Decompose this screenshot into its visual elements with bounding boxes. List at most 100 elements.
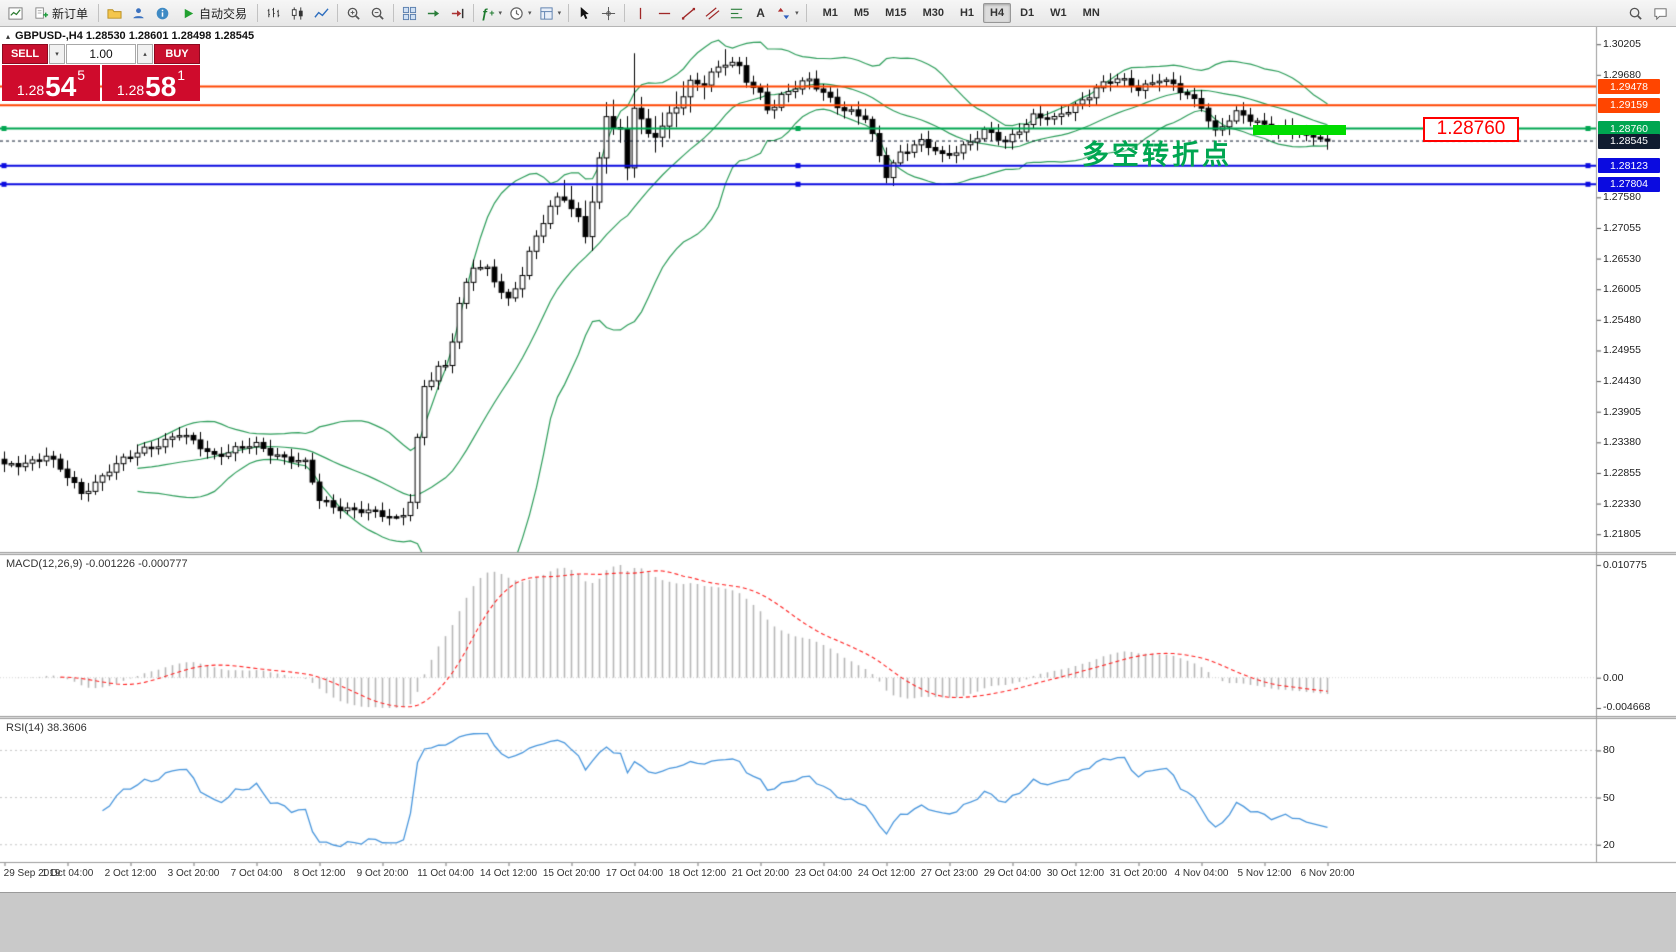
trendline-button[interactable] bbox=[677, 2, 700, 24]
price-tick-label: 1.26005 bbox=[1603, 283, 1641, 296]
fibonacci-button[interactable] bbox=[725, 2, 748, 24]
indicators-button[interactable]: ƒ + ▾ bbox=[478, 2, 505, 24]
template-icon bbox=[539, 6, 553, 20]
timeframe-button-m15[interactable]: M15 bbox=[885, 7, 907, 19]
volume-decrease-button[interactable]: ▾ bbox=[49, 44, 65, 64]
time-axis-label: 4 Nov 04:00 bbox=[1174, 868, 1229, 879]
time-axis-label: 31 Oct 20:00 bbox=[1109, 868, 1168, 879]
time-axis[interactable]: 29 Sep 2019 1 Oct 04:00 2 Oct 12:00 3 Oct 2… bbox=[0, 868, 1596, 884]
price-tick-label: 1.26530 bbox=[1603, 252, 1641, 265]
marker-price-box: 1.28123 bbox=[1598, 158, 1660, 174]
plus-icon: + bbox=[489, 8, 495, 18]
vertical-line-button[interactable] bbox=[629, 2, 652, 24]
chart-area: ▴ GBPUSD-,H4 1.28530 1.28601 1.28498 1.2… bbox=[0, 27, 1676, 892]
time-axis-label: 5 Nov 12:00 bbox=[1237, 868, 1292, 879]
chevron-down-icon: ▾ bbox=[528, 10, 532, 17]
volume-increase-button[interactable]: ▴ bbox=[137, 44, 153, 64]
price-tick-label: 1.25480 bbox=[1603, 313, 1641, 326]
price-tick-label: 1.22330 bbox=[1603, 497, 1641, 510]
chart-shift-icon bbox=[451, 8, 464, 18]
chart-shift-button[interactable] bbox=[446, 2, 469, 24]
autotrade-play-icon bbox=[184, 8, 194, 18]
toolbar-separator bbox=[568, 4, 570, 22]
chart-annotation-text[interactable]: 多空转折点 bbox=[1082, 140, 1232, 170]
sell-price-prefix: 1.28 bbox=[16, 81, 45, 98]
marker-price-box: 1.29159 bbox=[1598, 97, 1660, 113]
autotrade-button[interactable]: 自动交易 bbox=[175, 2, 253, 24]
chat-button[interactable] bbox=[1649, 2, 1672, 24]
navigator-button[interactable] bbox=[151, 2, 174, 24]
cursor-button[interactable] bbox=[573, 2, 596, 24]
symbol-ohlc-text: GBPUSD-,H4 1.28530 1.28601 1.28498 1.285… bbox=[15, 30, 255, 42]
data-window-button[interactable] bbox=[127, 2, 150, 24]
macd-axis-max-label: 0.010775 bbox=[1603, 559, 1647, 571]
price-callout-label[interactable]: 1.28760 bbox=[1423, 116, 1519, 142]
highlight-rectangle-object[interactable] bbox=[1253, 124, 1346, 135]
time-axis-label: 2 Oct 12:00 bbox=[104, 868, 157, 879]
chart-window-icon[interactable] bbox=[4, 2, 27, 24]
text-tool-button[interactable]: A bbox=[749, 2, 772, 24]
chevron-down-icon: ▾ bbox=[498, 10, 503, 17]
new-order-button[interactable]: 新订单 bbox=[28, 2, 94, 24]
toolbar-separator bbox=[473, 4, 475, 22]
candlestick-chart-button[interactable] bbox=[286, 2, 309, 24]
time-axis-label: 1 Oct 04:00 bbox=[41, 868, 94, 879]
market-watch-button[interactable] bbox=[103, 2, 126, 24]
chevron-down-icon: ▾ bbox=[795, 10, 799, 17]
time-axis-label: 29 Sep 2019 bbox=[3, 868, 61, 879]
time-axis-label: 21 Oct 20:00 bbox=[731, 868, 790, 879]
marker-price-box: 1.29478 bbox=[1598, 79, 1660, 95]
toolbar-separator bbox=[393, 4, 395, 22]
timeframe-button-d1[interactable]: D1 bbox=[1020, 7, 1035, 19]
line-chart-button[interactable] bbox=[310, 2, 333, 24]
line-chart-icon bbox=[314, 7, 329, 18]
zoom-out-icon bbox=[371, 7, 384, 20]
timeframe-button-m1[interactable]: M1 bbox=[822, 7, 838, 19]
timeframe-button-m5[interactable]: M5 bbox=[853, 7, 870, 19]
toolbar-separator bbox=[337, 4, 339, 22]
macd-indicator-header: MACD(12,26,9) -0.001226 -0.000777 bbox=[6, 558, 188, 570]
zoom-out-button[interactable] bbox=[366, 2, 389, 24]
zoom-in-button[interactable] bbox=[342, 2, 365, 24]
search-button[interactable] bbox=[1624, 2, 1647, 24]
one-click-trading-panel: SELL ▾ ▴ BUY 1.28 54 5 1.28 58 1 bbox=[2, 44, 200, 101]
sell-button[interactable]: SELL bbox=[2, 44, 48, 64]
rsi-level-label: 20 bbox=[1603, 838, 1615, 851]
cursor-icon bbox=[580, 6, 589, 19]
price-tick-label: 1.21805 bbox=[1603, 528, 1641, 541]
timeframe-button-m30[interactable]: M30 bbox=[922, 7, 944, 19]
arrow-tools-button[interactable]: ▾ bbox=[773, 2, 802, 24]
buy-button[interactable]: BUY bbox=[154, 44, 200, 64]
sell-price-display[interactable]: 1.28 54 5 bbox=[2, 65, 100, 101]
time-axis-label: 9 Oct 20:00 bbox=[356, 868, 409, 879]
bar-chart-button[interactable] bbox=[262, 2, 285, 24]
collapse-icon[interactable]: ▴ bbox=[6, 31, 11, 41]
time-axis-label: 7 Oct 04:00 bbox=[230, 868, 283, 879]
price-tick-label: 1.23905 bbox=[1603, 405, 1641, 418]
templates-button[interactable]: ▾ bbox=[536, 2, 565, 24]
buy-price-display[interactable]: 1.28 58 1 bbox=[102, 65, 200, 101]
horizontal-line-button[interactable] bbox=[653, 2, 676, 24]
toolbar-separator bbox=[257, 4, 259, 22]
time-axis-label: 18 Oct 12:00 bbox=[668, 868, 727, 879]
trendline-icon bbox=[682, 7, 696, 20]
search-icon bbox=[1629, 7, 1642, 20]
volume-input[interactable] bbox=[66, 44, 136, 64]
auto-scroll-button[interactable] bbox=[422, 2, 445, 24]
timeframe-button-mn[interactable]: MN bbox=[1082, 7, 1100, 19]
chart-canvas[interactable] bbox=[0, 27, 1676, 892]
new-order-label: 新订单 bbox=[52, 6, 89, 21]
tile-windows-button[interactable] bbox=[398, 2, 421, 24]
timeframe-button-h1[interactable]: H1 bbox=[959, 7, 975, 19]
arrow-tools-icon bbox=[777, 7, 790, 19]
toolbar-separator bbox=[624, 4, 626, 22]
periods-button[interactable]: ▾ bbox=[506, 2, 535, 24]
equidistant-channel-button[interactable] bbox=[701, 2, 724, 24]
price-axis[interactable]: 1.30205 1.29680 1.27580 1.27055 1.26530 1.260… bbox=[0, 27, 1676, 892]
timeframe-button-h4[interactable]: H4 bbox=[983, 3, 1012, 23]
crosshair-button[interactable] bbox=[597, 2, 620, 24]
timeframe-button-w1[interactable]: W1 bbox=[1050, 7, 1067, 19]
chat-icon bbox=[1654, 7, 1667, 20]
marker-price-box: 1.27804 bbox=[1598, 176, 1660, 192]
